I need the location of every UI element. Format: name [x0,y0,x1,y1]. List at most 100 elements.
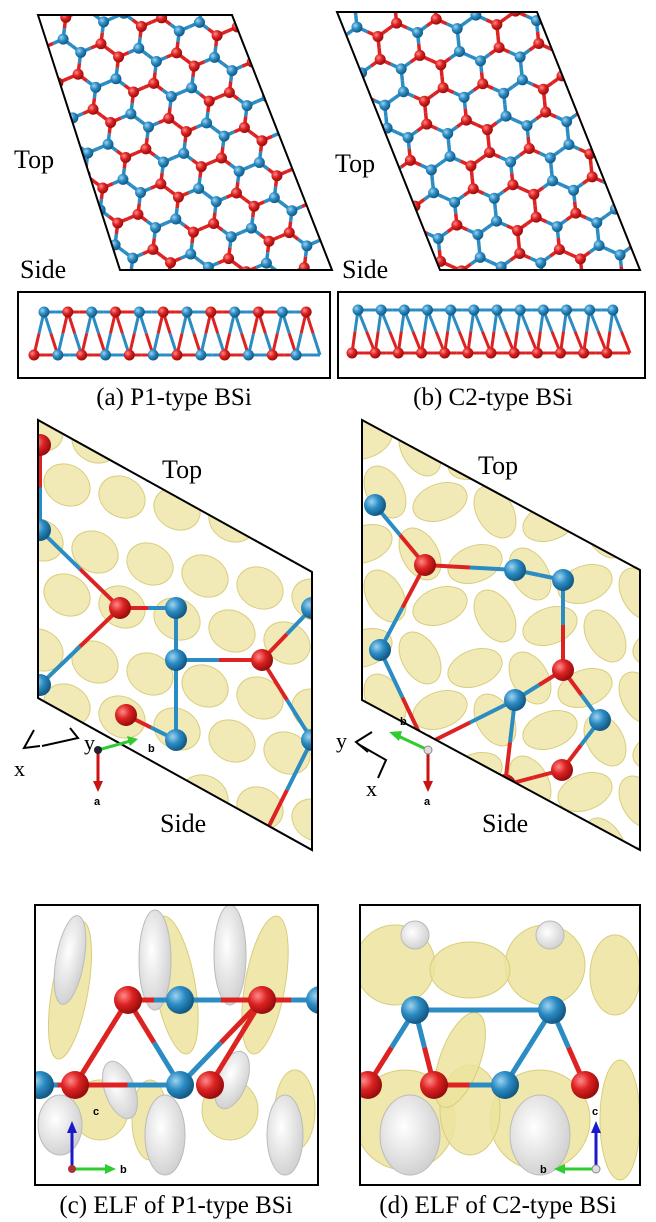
bond [42,210,52,214]
elf-isosurface [518,704,583,757]
atom [580,103,591,114]
atom [449,197,460,208]
bond [355,96,364,103]
bond [94,254,95,265]
bond [625,0,634,6]
elf-isosurface [214,905,246,1005]
bond [576,10,585,17]
bond [327,226,328,237]
bond [569,40,578,47]
bond [24,190,25,201]
bond [378,233,388,238]
bond [306,80,307,91]
bond [602,72,612,77]
atom [80,3,91,14]
atom [538,280,549,291]
atom [316,275,327,286]
axis-label: y [336,728,347,753]
bond [314,108,323,115]
atom [571,1071,599,1099]
atom [287,39,298,50]
bond [596,113,606,118]
bond [322,277,332,281]
bond [240,1,250,5]
bond [28,8,38,12]
atom [208,218,219,229]
bond [601,60,602,71]
atom [538,996,566,1024]
bond [260,0,269,3]
bond [326,6,336,10]
atom [573,34,584,45]
bond [320,126,321,137]
bond [331,45,341,49]
bond [399,236,408,243]
atom [353,241,364,252]
atom [90,82,101,93]
atom [196,1071,224,1099]
bond [639,242,649,247]
atom [204,96,215,107]
atom [294,140,305,151]
bond [317,31,327,36]
atom [540,107,551,118]
atom [165,597,187,619]
atom [301,240,312,251]
bond [605,8,615,13]
atom [468,183,479,194]
bond [617,24,618,35]
bond [261,69,270,76]
atom [165,257,176,268]
c2-top-structure [312,0,656,295]
atom [256,135,267,146]
atom [261,258,272,269]
atom [193,183,204,194]
caption: (d) ELF of C2-type BSi [379,1192,617,1219]
lattice-label: b [540,1164,547,1176]
bond [401,265,411,270]
bond [434,0,435,8]
bond [80,214,90,218]
atom [197,0,208,6]
bond [639,137,648,144]
atom [322,232,333,243]
atom [229,307,240,318]
atom [307,197,318,208]
atom [196,161,207,172]
bond [206,278,207,289]
bond [329,49,330,60]
atom [110,307,121,318]
atom [100,350,111,361]
atom [117,174,128,185]
atom [416,348,427,359]
atom [492,305,503,316]
bond [308,75,318,79]
bond [82,275,92,279]
side-label: Side [20,255,66,284]
atom [552,659,574,681]
atom [182,307,193,318]
atom [607,305,618,316]
bond [640,56,641,67]
atom [20,29,31,40]
bond [41,214,42,225]
atom [239,122,250,133]
bond [285,106,295,110]
bond [95,249,105,253]
atom [234,166,245,177]
bond [295,102,305,106]
bond [583,79,592,86]
bond [64,183,65,194]
atom [401,996,429,1024]
atom [547,175,558,186]
bond [639,45,640,56]
bond [636,212,645,219]
atom [279,271,290,282]
atom [501,111,512,122]
bond [341,63,351,68]
bond [336,244,345,251]
atom [477,78,488,89]
atom [428,0,439,2]
bond [642,178,652,183]
bond [376,222,377,233]
